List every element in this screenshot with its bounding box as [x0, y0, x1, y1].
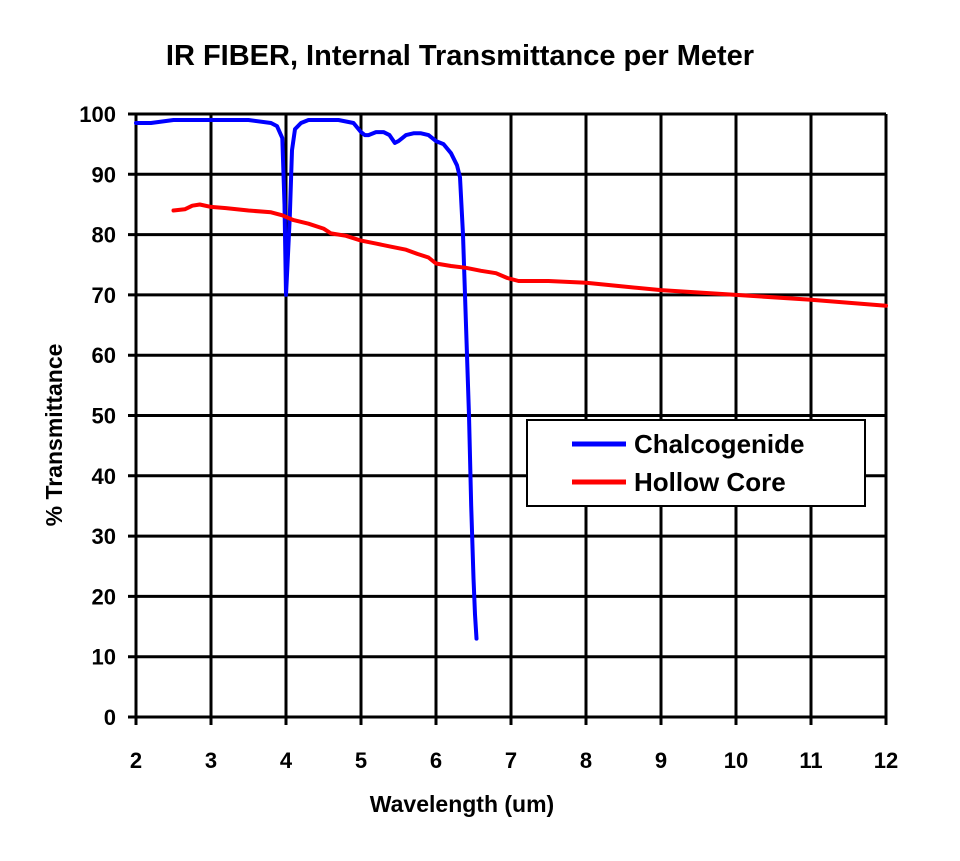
y-tick-label: 50: [92, 404, 116, 429]
legend-box: [526, 419, 866, 507]
y-tick-label: 30: [92, 524, 116, 549]
chart-title: IR FIBER, Internal Transmittance per Met…: [166, 40, 754, 72]
legend-label-hollow-core: Hollow Core: [634, 467, 786, 497]
series-line-chalcogenide: [134, 118, 479, 641]
y-tick-label: 20: [92, 584, 116, 609]
x-tick-label: 2: [130, 748, 142, 773]
x-tick-label: 10: [724, 748, 748, 773]
tick-labels: 2 3 4 5 6 7 8 9 10 11 12 0 10 20 30 40 50 60 70 80 90 100: [79, 102, 898, 773]
y-tick-label: 100: [79, 102, 116, 127]
legend: Chalcogenide Hollow Core: [526, 419, 866, 507]
series-lines: [134, 118, 888, 641]
x-axis-label: Wavelength (um): [370, 791, 554, 817]
x-tick-label: 11: [799, 748, 822, 773]
x-tick-label: 9: [655, 748, 667, 773]
y-axis-label: % Transmittance: [41, 344, 67, 527]
x-tick-label: 7: [505, 748, 517, 773]
x-tick-label: 12: [874, 748, 898, 773]
y-tick-label: 70: [92, 283, 116, 308]
x-tick-label: 3: [205, 748, 217, 773]
y-tick-label: 0: [104, 705, 116, 730]
y-tick-label: 80: [92, 223, 116, 248]
x-tick-label: 5: [355, 748, 367, 773]
series-line-hollow-core: [171, 202, 888, 308]
x-tick-label: 6: [430, 748, 442, 773]
y-tick-label: 90: [92, 162, 116, 187]
legend-label-chalcogenide: Chalcogenide: [634, 429, 804, 459]
x-tick-label: 8: [580, 748, 592, 773]
y-tick-label: 60: [92, 343, 116, 368]
x-tick-label: 4: [280, 748, 293, 773]
grid: [128, 112, 888, 725]
y-tick-label: 40: [92, 464, 116, 489]
y-tick-label: 10: [92, 645, 116, 670]
